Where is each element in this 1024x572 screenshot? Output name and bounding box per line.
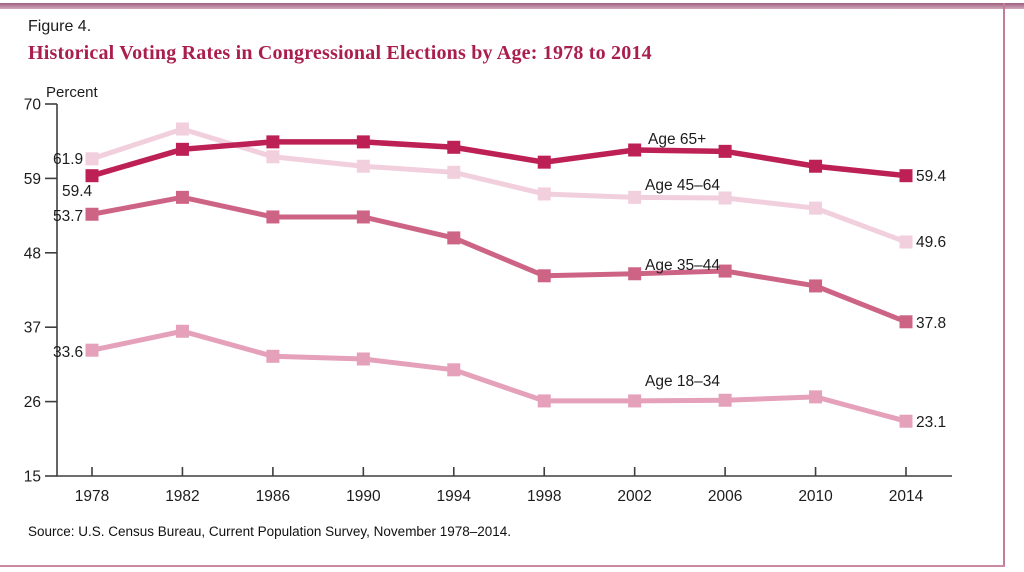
right-border-line [1003, 3, 1005, 566]
series-marker [537, 394, 551, 408]
y-tick-label: 48 [24, 245, 41, 262]
x-tick-label: 1978 [75, 488, 109, 505]
x-tick-label: 2002 [617, 488, 651, 505]
y-axis-title: Percent [46, 84, 99, 101]
y-tick-label: 15 [24, 469, 41, 486]
y-tick-label: 26 [24, 394, 41, 411]
series-marker [266, 135, 280, 149]
series-marker [718, 191, 732, 205]
start-value-label: 53.7 [53, 208, 83, 225]
series-marker [85, 152, 99, 166]
series-marker [718, 144, 732, 158]
series-marker [447, 363, 461, 377]
series-marker [447, 165, 461, 179]
series-marker [899, 315, 913, 329]
series-label: Age 45–64 [645, 177, 720, 194]
series-marker [809, 201, 823, 215]
series-label: Age 35–44 [645, 257, 720, 274]
source-note: Source: U.S. Census Bureau, Current Popu… [28, 524, 512, 539]
series-marker [537, 187, 551, 201]
series-marker [718, 264, 732, 278]
series-marker [266, 210, 280, 224]
series-marker [175, 190, 189, 204]
x-tick-label: 1994 [437, 488, 472, 505]
x-tick-label: 1998 [527, 488, 561, 505]
series-marker [628, 267, 642, 281]
series-marker [85, 169, 99, 183]
series-line [91, 328, 907, 424]
end-value-label: 37.8 [916, 315, 946, 332]
series-marker [718, 393, 732, 407]
x-tick-label: 2010 [798, 488, 833, 505]
figure-number: Figure 4. [28, 18, 92, 35]
x-tick-label: 1986 [256, 488, 290, 505]
series-marker [628, 143, 642, 157]
series-marker [175, 324, 189, 338]
series-marker [356, 159, 370, 173]
series-marker [266, 349, 280, 363]
figure-title: Historical Voting Rates in Congressional… [28, 42, 652, 64]
series-marker [809, 390, 823, 404]
x-tick-label: 1982 [165, 488, 199, 505]
start-value-label: 33.6 [53, 344, 83, 361]
series-marker [356, 135, 370, 149]
end-value-label: 59.4 [916, 168, 947, 185]
series-marker [809, 159, 823, 173]
end-value-label: 49.6 [916, 234, 946, 251]
series-marker [899, 235, 913, 249]
series-marker [85, 343, 99, 357]
top-border-bar [0, 3, 1024, 9]
series-marker [175, 122, 189, 136]
series-label: Age 18–34 [645, 373, 720, 390]
series-line [91, 194, 907, 325]
series-label: Age 65+ [648, 131, 706, 148]
series-marker [809, 279, 823, 293]
series-marker [537, 155, 551, 169]
y-tick-label: 37 [24, 320, 41, 337]
start-value-label: 61.9 [53, 151, 83, 168]
series-line [91, 139, 907, 179]
start-value-label: 59.4 [62, 183, 93, 200]
x-tick-label: 2006 [708, 488, 742, 505]
y-tick-label: 70 [24, 97, 42, 114]
series-marker [628, 394, 642, 408]
series-marker [447, 231, 461, 245]
series-marker [85, 207, 99, 221]
series-marker [447, 140, 461, 154]
series-marker [266, 150, 280, 164]
series-marker [899, 169, 913, 183]
bottom-border-line [0, 565, 1005, 567]
series-marker [899, 414, 913, 428]
series-marker [356, 210, 370, 224]
series-marker [628, 190, 642, 204]
x-tick-label: 1990 [346, 488, 381, 505]
series-marker [175, 142, 189, 156]
series-marker [537, 269, 551, 283]
x-tick-label: 2014 [889, 488, 924, 505]
series-marker [356, 352, 370, 366]
y-tick-label: 59 [24, 171, 41, 188]
end-value-label: 23.1 [916, 414, 946, 431]
